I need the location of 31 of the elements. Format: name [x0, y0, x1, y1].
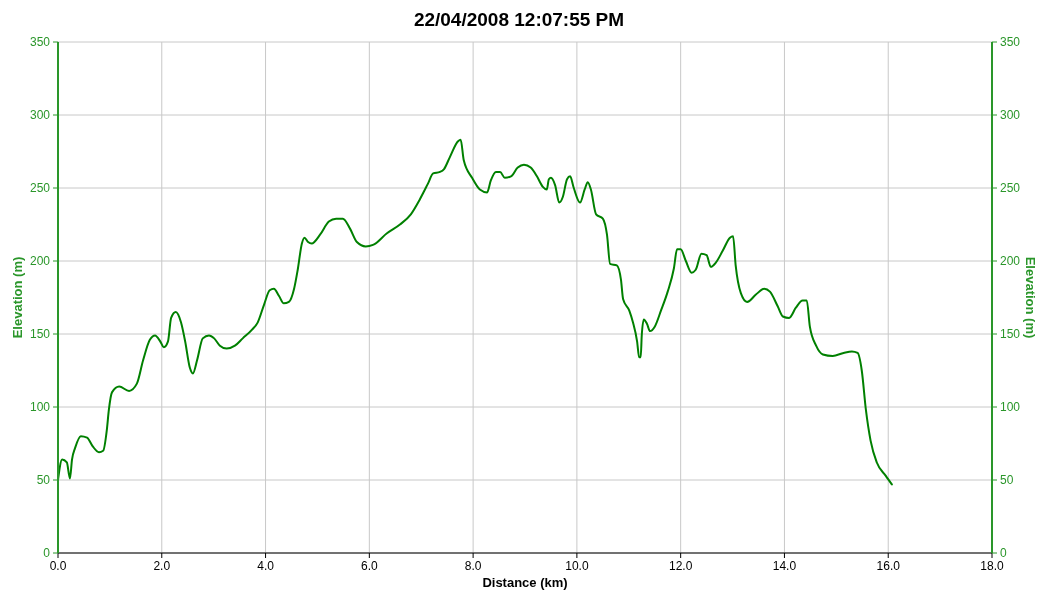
y-tick-label: 100: [29, 400, 51, 414]
x-tick-label: 10.0: [565, 559, 589, 573]
x-tick-label: 4.0: [257, 559, 275, 573]
x-axis-title: Distance (km): [482, 575, 568, 590]
y2-tick-label: 200: [1000, 254, 1021, 268]
y2-tick-label: 100: [1000, 400, 1021, 414]
y2-tick-label: 50: [1000, 473, 1014, 487]
y2-axis-title: Elevation (m): [1023, 256, 1038, 339]
x-tick-label: 16.0: [876, 559, 901, 573]
line-series: [57, 138, 893, 486]
y2-tick-label: 350: [1000, 35, 1021, 49]
x-tick-label: 6.0: [360, 559, 378, 573]
y-tick-label: 50: [36, 473, 51, 487]
x-tick-label: 14.0: [772, 559, 797, 573]
y-tick-label: 150: [29, 327, 51, 341]
y-axis-title: Elevation (m): [10, 256, 25, 339]
x-tick-label: 0.0: [49, 559, 67, 573]
x-tick-label: 8.0: [464, 559, 482, 573]
y2-tick-label: 250: [1000, 181, 1021, 195]
y-tick-label: 350: [29, 35, 51, 49]
y2-tick-label: 0: [1000, 546, 1007, 560]
x-tick-label: 12.0: [668, 559, 693, 573]
y-tick-label: 200: [29, 254, 51, 268]
y2-tick-label: 150: [1000, 327, 1021, 341]
y-tick-label: 0: [43, 546, 51, 560]
y-tick-label: 250: [29, 181, 51, 195]
y2-tick-label: 300: [1000, 108, 1021, 122]
y-tick-label: 300: [29, 108, 51, 122]
x-tick-label: 2.0: [153, 559, 171, 573]
chart-title: 22/04/2008 12:07:55 PM: [413, 9, 625, 30]
x-tick-label: 18.0: [980, 559, 1004, 573]
